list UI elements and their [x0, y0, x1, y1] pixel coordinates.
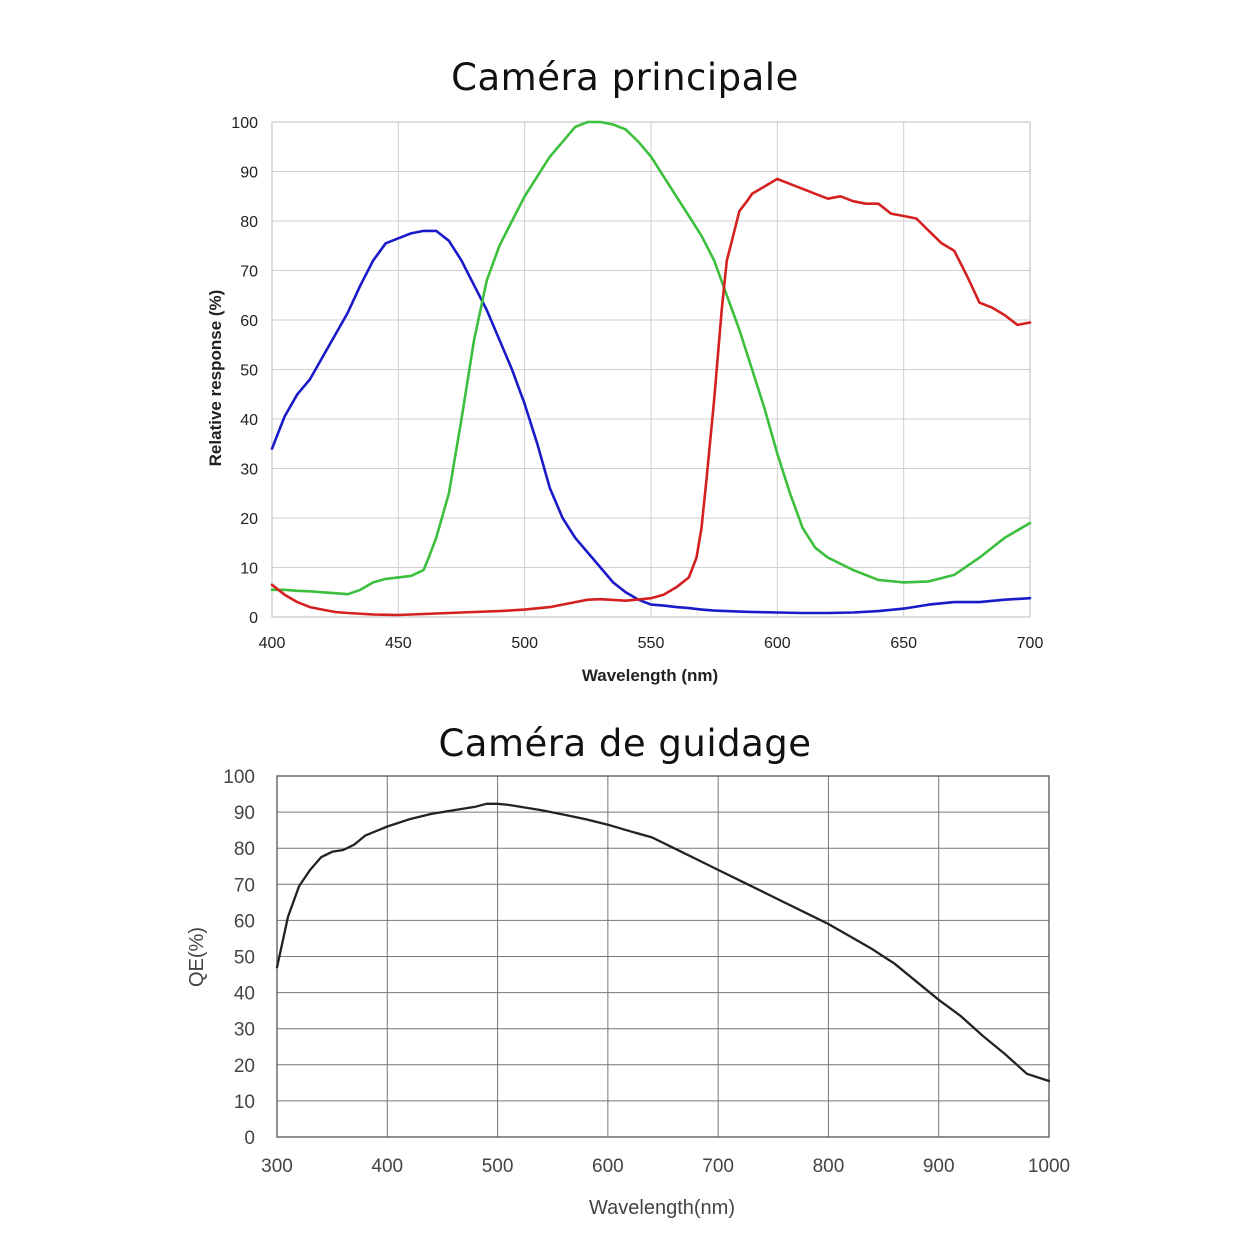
chart1-y-tick-label: 40 — [240, 412, 258, 429]
chart-title-guide-camera: Caméra de guidage — [438, 722, 812, 765]
chart2-x-tick-label: 300 — [261, 1156, 293, 1177]
chart1-x-tick-label: 500 — [511, 635, 538, 652]
chart2-y-tick-label: 30 — [234, 1020, 255, 1041]
chart1-y-tick-label: 50 — [240, 363, 258, 380]
chart1-x-tick-label: 600 — [764, 635, 791, 652]
chart1-y-tick-label: 70 — [240, 264, 258, 281]
chart1-plot-area: 400 450 500 550 600 650 700 0 10 20 30 40 50 60 70 80 90… — [231, 115, 1043, 652]
chart1-y-tick-label: 20 — [240, 511, 258, 528]
chart-title-main-camera: Caméra principale — [451, 56, 799, 99]
chart2-y-tick-label: 20 — [234, 1056, 255, 1077]
chart1-x-axis-label: Wavelength (nm) — [582, 666, 718, 685]
chart2-x-tick-label: 600 — [592, 1156, 624, 1177]
chart2-plot-frame — [276, 775, 1050, 1138]
chart2-y-tick-label: 80 — [234, 839, 255, 860]
chart1-series-line-1 — [270, 120, 1032, 596]
chart2-y-tick-label: 60 — [234, 911, 255, 932]
chart1-plot-frame — [271, 121, 1031, 618]
chart1-y-axis-label: Relative response (%) — [206, 290, 225, 467]
chart2-x-tick-label: 700 — [702, 1156, 734, 1177]
chart2-y-tick-label: 50 — [234, 948, 255, 969]
chart1-x-tick-label: 650 — [890, 635, 917, 652]
chart2-y-tick-label: 10 — [234, 1092, 255, 1113]
chart1-x-tick-label: 450 — [385, 635, 412, 652]
chart2-x-tick-label: 900 — [923, 1156, 955, 1177]
chart2-plot-area: 300 400 500 600 700 800 900 1000 0 10 20 30 40 50 60 70… — [223, 767, 1070, 1177]
chart1-series-line-0 — [270, 229, 1032, 615]
chart1-x-tick-label: 400 — [259, 635, 286, 652]
chart1-y-tick-label: 0 — [249, 610, 258, 627]
chart2-x-tick-label: 500 — [482, 1156, 514, 1177]
chart1-y-tick-label: 100 — [231, 115, 258, 132]
chart2-x-tick-label: 1000 — [1028, 1156, 1070, 1177]
chart2-y-tick-label: 0 — [244, 1128, 255, 1149]
chart1-x-tick-label: 550 — [638, 635, 665, 652]
chart1-y-tick-label: 90 — [240, 165, 258, 182]
chart1-series-line-2 — [270, 177, 1032, 617]
chart2-x-tick-label: 800 — [813, 1156, 845, 1177]
chart1-y-tick-label: 80 — [240, 214, 258, 231]
chart1-x-tick-label: 700 — [1017, 635, 1044, 652]
chart2-y-tick-label: 100 — [223, 767, 255, 788]
chart1-y-tick-label: 10 — [240, 561, 258, 578]
chart2-series-line-0 — [275, 802, 1051, 1083]
chart2-x-tick-label: 400 — [371, 1156, 403, 1177]
chart1-y-tick-label: 30 — [240, 462, 258, 479]
chart2-y-tick-label: 90 — [234, 803, 255, 824]
chart1-y-tick-label: 60 — [240, 313, 258, 330]
chart2-y-tick-label: 40 — [234, 984, 255, 1005]
chart2-x-axis-label: Wavelength(nm) — [589, 1197, 735, 1219]
chart2-y-axis-label: QE(%) — [186, 927, 208, 987]
chart2-y-tick-label: 70 — [234, 875, 255, 896]
